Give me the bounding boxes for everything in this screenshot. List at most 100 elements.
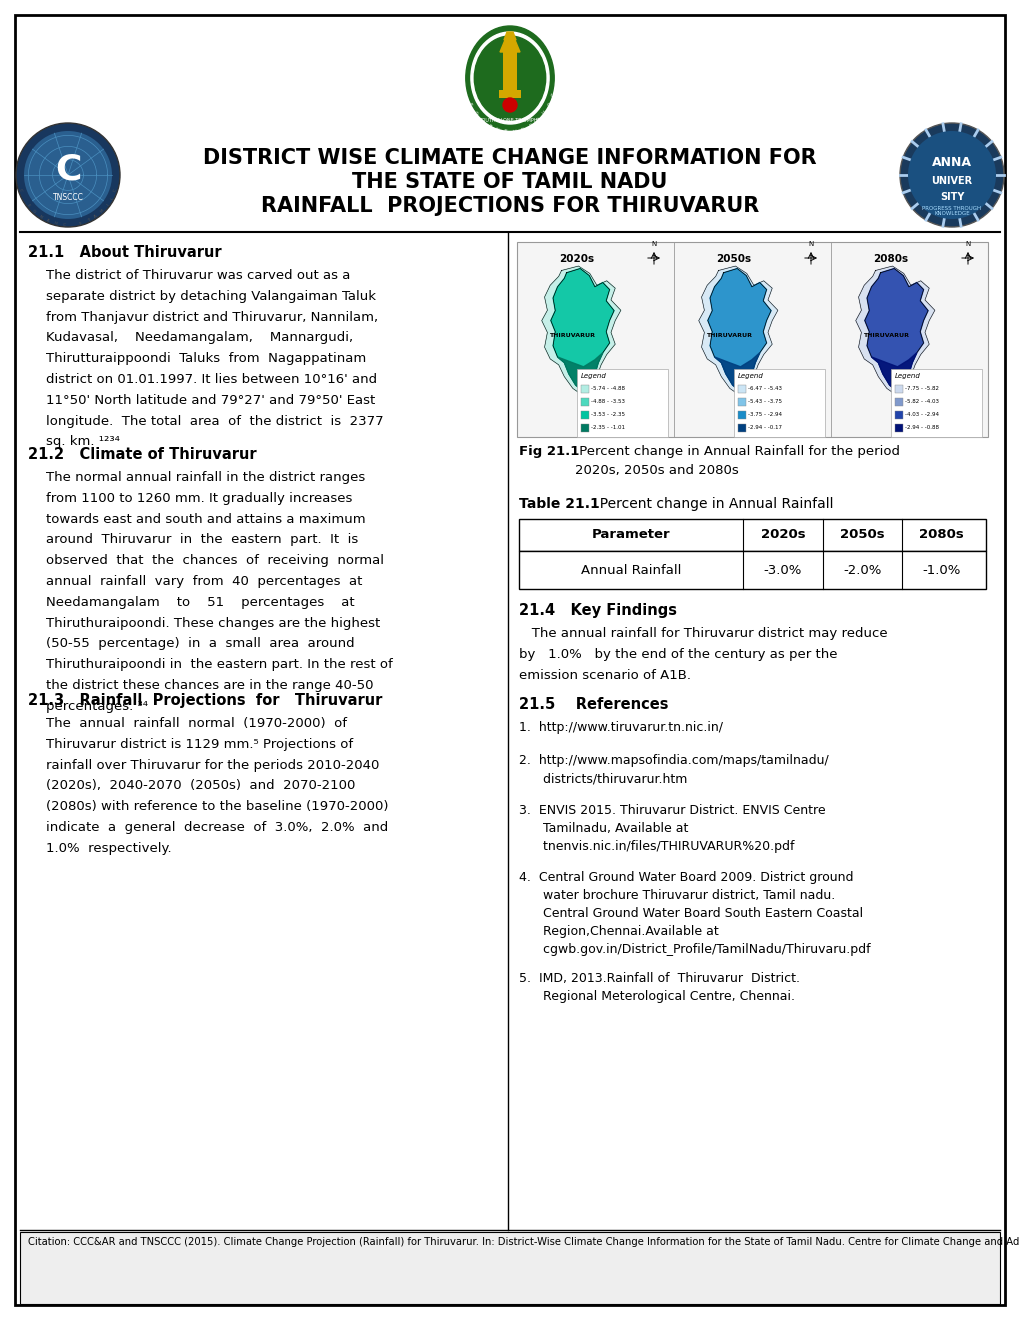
Text: G: G (32, 209, 37, 214)
Text: -6.47 - -5.43: -6.47 - -5.43 (747, 387, 781, 391)
Text: 4.  Central Ground Water Board 2009. District ground
      water brochure Thiruv: 4. Central Ground Water Board 2009. Dist… (519, 871, 870, 956)
Bar (519, 519, 985, 550)
Text: O: O (471, 110, 478, 116)
Bar (737, 397, 745, 405)
Text: A: A (94, 214, 98, 219)
Text: RAINFALL  PROJECTIONS FOR THIRUVARUR: RAINFALL PROJECTIONS FOR THIRUVARUR (261, 195, 758, 216)
Bar (20, 1232, 999, 1304)
Text: -7.75 - -5.82: -7.75 - -5.82 (904, 387, 937, 391)
Circle shape (907, 131, 995, 219)
Text: The normal annual rainfall in the district ranges
from 1100 to 1260 mm. It gradu: The normal annual rainfall in the distri… (46, 471, 392, 713)
Polygon shape (864, 268, 927, 391)
Text: 21.4   Key Findings: 21.4 Key Findings (519, 603, 677, 618)
Text: 21.3   Rainfall  Projections  for   Thiruvarur: 21.3 Rainfall Projections for Thiruvarur (28, 693, 382, 708)
Ellipse shape (471, 32, 548, 124)
Text: -2.35 - -1.01: -2.35 - -1.01 (590, 425, 624, 430)
Text: 21.5    References: 21.5 References (519, 697, 667, 711)
Text: Table 21.1: Table 21.1 (519, 498, 599, 511)
Text: Legend: Legend (894, 372, 919, 379)
Text: A: A (46, 218, 50, 223)
Circle shape (16, 123, 120, 227)
Text: -1.0%: -1.0% (921, 564, 960, 577)
Polygon shape (550, 268, 613, 391)
Text: E: E (78, 222, 83, 226)
Text: Percent change in Annual Rainfall for the period
2020s, 2050s and 2080s: Percent change in Annual Rainfall for th… (575, 445, 899, 477)
Text: -3.0%: -3.0% (763, 564, 801, 577)
Text: The annual rainfall for Thiruvarur district may reduce
by   1.0%   by the end of: The annual rainfall for Thiruvarur distr… (519, 627, 887, 681)
Text: N: N (520, 127, 525, 133)
Bar (737, 384, 745, 393)
Text: Citation: CCC&AR and TNSCCC (2015). Climate Change Projection (Rainfall) for Thi: Citation: CCC&AR and TNSCCC (2015). Clim… (28, 1237, 1019, 1247)
Text: M: M (100, 209, 105, 214)
Text: 21.2   Climate of Thiruvarur: 21.2 Climate of Thiruvarur (28, 447, 257, 462)
Text: DISTRICT WISE CLIMATE CHANGE INFORMATION FOR: DISTRICT WISE CLIMATE CHANGE INFORMATION… (203, 148, 816, 168)
Polygon shape (870, 352, 916, 391)
Bar (517, 242, 987, 437)
Text: O: O (546, 102, 552, 107)
Text: 3.  ENVIS 2015. Thiruvarur District. ENVIS Centre
      Tamilnadu, Available at
: 3. ENVIS 2015. Thiruvarur District. ENVI… (519, 804, 824, 853)
Text: N: N (964, 242, 970, 247)
Text: N: N (494, 127, 499, 133)
Text: C: C (18, 189, 22, 193)
Text: V: V (542, 110, 547, 116)
Text: G: G (550, 92, 556, 98)
Text: 2020s: 2020s (558, 253, 594, 264)
Text: -2.94 - -0.17: -2.94 - -0.17 (747, 425, 781, 430)
Text: -2.0%: -2.0% (843, 564, 880, 577)
Bar (576, 368, 667, 437)
Text: N: N (651, 242, 656, 247)
Text: C: C (62, 223, 65, 227)
Text: THIRUVARUR: THIRUVARUR (548, 333, 594, 338)
Text: -5.82 - -4.03: -5.82 - -4.03 (904, 399, 937, 404)
Text: E: E (536, 117, 541, 123)
Bar (519, 550, 985, 589)
Circle shape (502, 98, 517, 112)
Bar (894, 384, 902, 393)
Text: 2050s: 2050s (839, 528, 883, 541)
Text: N: N (808, 242, 813, 247)
Text: PROGRESS THROUGH
KNOWLEDGE: PROGRESS THROUGH KNOWLEDGE (921, 206, 980, 216)
Text: C: C (55, 153, 82, 187)
Polygon shape (557, 352, 602, 391)
Circle shape (899, 123, 1003, 227)
Text: N: N (38, 214, 43, 219)
Bar (580, 411, 588, 418)
Text: SITY: SITY (938, 191, 963, 202)
Text: T: T (87, 218, 91, 223)
Bar (894, 397, 902, 405)
Ellipse shape (466, 26, 553, 129)
Bar (580, 384, 588, 393)
Text: Fig 21.1: Fig 21.1 (519, 445, 579, 458)
Text: I: I (106, 203, 110, 207)
Text: E: E (503, 129, 506, 135)
Text: TRUTH ALONE TRIUMPHS: TRUTH ALONE TRIUMPHS (479, 117, 540, 123)
Text: 2.  http://www.mapsofindia.com/maps/tamilnadu/
      districts/thiruvarur.htm: 2. http://www.mapsofindia.com/maps/tamil… (519, 754, 828, 785)
Text: THIRUVARUR: THIRUVARUR (705, 333, 751, 338)
Polygon shape (698, 267, 777, 395)
Text: Legend: Legend (580, 372, 606, 379)
Text: T: T (486, 123, 490, 129)
Text: -4.88 - -3.53: -4.88 - -3.53 (590, 399, 624, 404)
Polygon shape (714, 352, 759, 391)
Bar (890, 368, 980, 437)
Polygon shape (499, 40, 520, 51)
Bar (580, 424, 588, 432)
Text: -5.43 - -3.75: -5.43 - -3.75 (747, 399, 781, 404)
Text: F: F (467, 102, 472, 107)
Text: UNIVER: UNIVER (930, 176, 971, 186)
Text: Annual Rainfall: Annual Rainfall (581, 564, 681, 577)
Text: 2080s: 2080s (918, 528, 963, 541)
Text: -4.03 - -2.94: -4.03 - -2.94 (904, 412, 937, 417)
Text: Parameter: Parameter (591, 528, 669, 541)
Text: Percent change in Annual Rainfall: Percent change in Annual Rainfall (590, 498, 833, 511)
Text: E: E (25, 203, 31, 207)
Text: -2.94 - -0.88: -2.94 - -0.88 (904, 425, 937, 430)
Polygon shape (503, 32, 516, 40)
Bar (737, 424, 745, 432)
Text: 2080s: 2080s (872, 253, 907, 264)
Text: 2050s: 2050s (715, 253, 750, 264)
Text: Legend: Legend (737, 372, 763, 379)
Text: L: L (110, 197, 114, 201)
Polygon shape (707, 268, 770, 391)
Text: C: C (113, 189, 118, 193)
